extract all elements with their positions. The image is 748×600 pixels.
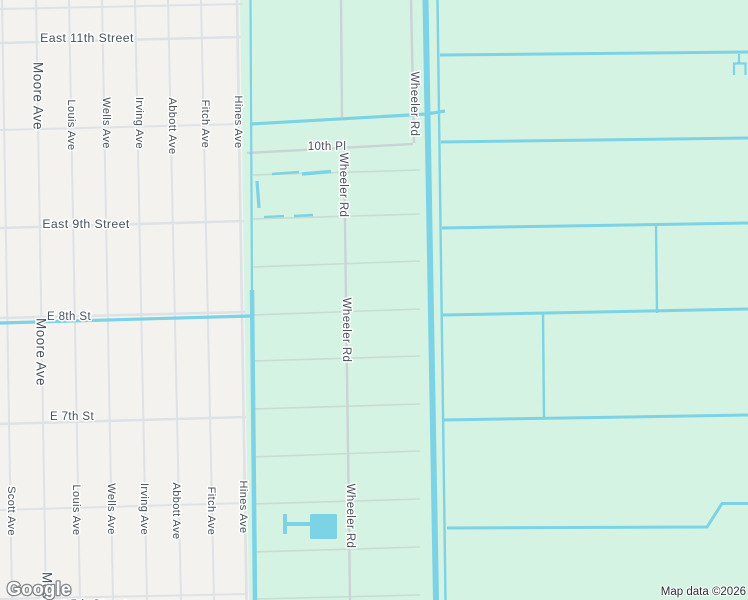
- avenue-label-abbott-top: Abbott Ave: [166, 97, 178, 154]
- ditch-segment-3: [263, 214, 285, 219]
- avenue-label-louis-bottom: Louis Ave: [70, 484, 82, 535]
- map-attribution: Map data ©2026: [661, 586, 746, 598]
- avenue-label-hines-bottom: Hines Ave: [237, 481, 249, 534]
- road-abbott-ave: [167, 0, 182, 600]
- canal-secondary: [436, 0, 447, 600]
- green-area-roads: [246, 0, 416, 600]
- canal-east-row-3: [441, 221, 748, 230]
- canal-inlet-hook: [732, 54, 747, 75]
- road-label-wheeler-2: Wheeler Rd: [337, 153, 349, 218]
- road-hines-ave: [235, 0, 248, 600]
- road-bottom-unnamed: [0, 593, 249, 600]
- avenue-label-irving-top: Irving Ave: [133, 97, 145, 149]
- ditch-segment-2: [301, 169, 332, 176]
- canal-connector-2: [541, 313, 546, 420]
- road-fitch-ave: [200, 0, 215, 600]
- road-moore-ave: [35, 0, 47, 600]
- road-10th-pl: [246, 142, 414, 155]
- road-wheeler-south: [342, 147, 352, 600]
- street-label-e-7th: E 7th St: [50, 411, 95, 423]
- road-east-11th: [0, 35, 242, 45]
- canal-east-row-2: [440, 136, 748, 144]
- avenue-label-moore-mid: Moore Ave: [34, 318, 49, 386]
- pond-channel: [283, 514, 310, 534]
- canal-e-8th: [0, 314, 251, 325]
- street-label-e-8th: E 8th St: [47, 311, 92, 323]
- road-wheeler-north-stub: [339, 0, 344, 118]
- field-boundary-lines: [252, 169, 421, 600]
- road-east-10th: [0, 123, 244, 131]
- avenue-label-moore-top: Moore Ave: [31, 62, 46, 130]
- avenue-label-wells-top: Wells Ave: [100, 97, 112, 149]
- road-wheeler-north: [409, 0, 416, 144]
- road-label-wheeler-4: Wheeler Rd: [344, 484, 356, 549]
- avenue-label-hines-top: Hines Ave: [232, 96, 244, 149]
- avenue-label-irving-bottom: Irving Ave: [138, 483, 150, 535]
- avenue-label-scott-bottom: Scott Ave: [5, 486, 17, 536]
- road-label-wheeler-3: Wheeler Rd: [340, 298, 352, 363]
- road-east-9th: [0, 219, 245, 230]
- canal-hines-lower: [249, 289, 258, 600]
- street-label-east-5th: East 5th Street: [40, 597, 128, 600]
- ditch-segment-5: [255, 180, 261, 209]
- avenue-label-louis-top: Louis Ave: [65, 99, 77, 150]
- road-label-wheeler-1: Wheeler Rd: [408, 72, 420, 137]
- street-label-10th-pl: 10th Pl: [308, 141, 347, 153]
- street-label-east-11th: East 11th Street: [40, 31, 134, 45]
- avenue-label-wells-bottom: Wells Ave: [105, 483, 117, 535]
- street-grid-roads: [0, 0, 249, 600]
- avenue-label-fitch-bottom: Fitch Ave: [205, 487, 217, 536]
- road-top-unnamed: [0, 3, 244, 10]
- canal-east-row-6: [446, 502, 748, 530]
- road-e-8th: [0, 310, 246, 320]
- avenue-label-moore-clipped: Moore Ave: [40, 572, 55, 600]
- pond: [310, 514, 337, 539]
- avenue-label-abbott-bottom: Abbott Ave: [170, 482, 182, 539]
- google-logo[interactable]: Google: [6, 578, 73, 600]
- ditch-segment-4: [293, 213, 314, 218]
- canal-connector-1: [654, 224, 659, 314]
- road-irving-ave: [134, 0, 148, 600]
- avenue-label-fitch-top: Fitch Ave: [199, 100, 211, 149]
- canal-east-row-4: [442, 307, 748, 317]
- canal-east-row-5: [442, 413, 748, 422]
- canal-main: [422, 0, 439, 600]
- green-fields-area: [240, 0, 748, 600]
- canal-east-row-1: [439, 50, 748, 57]
- road-e-7th: [0, 415, 247, 426]
- ditch-segment-1: [271, 170, 300, 176]
- canal-hines-upper: [249, 0, 254, 291]
- road-louis-ave: [68, 0, 81, 600]
- road-e-6th: [0, 502, 248, 511]
- road-scott-ave: [1, 0, 13, 600]
- labels-layer: East 11th Street East 9th Street E 8th S…: [4, 30, 422, 600]
- street-label-east-9th: East 9th Street: [42, 217, 130, 231]
- road-wells-ave: [101, 0, 114, 600]
